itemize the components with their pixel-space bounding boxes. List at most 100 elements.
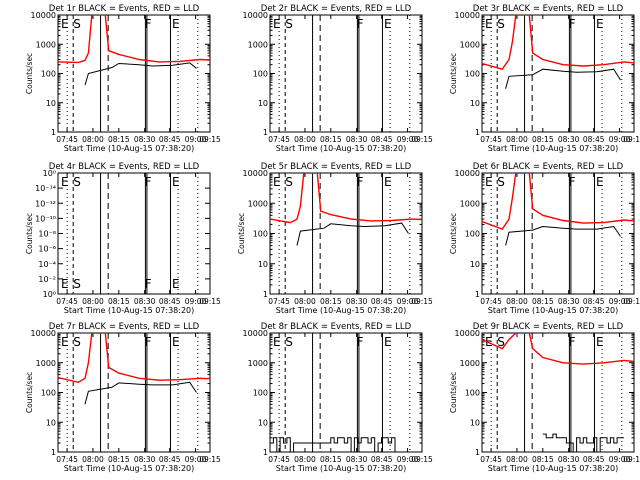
y-tick-label: 10 bbox=[470, 99, 480, 108]
panel-det-2: Det 2r BLACK = Events, RED = LLD 1 10 100 10… bbox=[243, 4, 433, 153]
x-tick-label: 08:15 bbox=[320, 455, 342, 464]
x-tick-label: 08:30 bbox=[134, 455, 156, 464]
panel-det-9: Det 9r BLACK = Events, RED = LLD 1 10 100 10… bbox=[449, 322, 640, 473]
x-axis-label: Start Time (10-Aug-15 07:38:20) bbox=[64, 464, 195, 473]
series-events-line bbox=[84, 62, 197, 86]
x-tick-label: 07:45 bbox=[480, 455, 502, 464]
marker-label: E bbox=[172, 17, 180, 31]
marker-label: S bbox=[285, 335, 293, 349]
series-events-line bbox=[296, 222, 409, 246]
x-tick-label: 08:45 bbox=[583, 455, 605, 464]
x-tick-label: 09:15 bbox=[411, 455, 433, 464]
plot-frame bbox=[57, 172, 211, 295]
marker-label: F bbox=[145, 175, 152, 189]
panel-det-8: Det 8r BLACK = Events, RED = LLD 1 10 100 10… bbox=[243, 322, 433, 473]
marker-label: E bbox=[273, 335, 281, 349]
series-lld-line bbox=[58, 15, 210, 64]
y-tick-label: 10⁻⁸ bbox=[38, 230, 56, 239]
y-tick-label: 1000 bbox=[248, 40, 268, 49]
x-tick-label: 08:00 bbox=[82, 455, 104, 464]
marker-label: S bbox=[285, 175, 293, 189]
x-tick-label: 08:15 bbox=[108, 297, 130, 306]
plot-frame bbox=[57, 332, 211, 453]
x-tick-label: 09:00 bbox=[397, 135, 419, 144]
x-tick-label: 08:15 bbox=[320, 135, 342, 144]
marker-label: E bbox=[61, 17, 69, 31]
y-tick-label: 100 bbox=[465, 70, 480, 79]
y-tick-label: 10⁻¹² bbox=[35, 199, 56, 208]
marker-label-bottom: F bbox=[145, 277, 152, 291]
y-tick-label: 1 bbox=[51, 128, 56, 137]
x-tick-label: 09:15 bbox=[199, 455, 221, 464]
marker-label: F bbox=[145, 335, 152, 349]
x-tick-label: 08:00 bbox=[506, 297, 528, 306]
y-tick-label: 10⁻² bbox=[38, 275, 56, 284]
x-tick-label: 08:00 bbox=[294, 455, 316, 464]
x-tick-label: 08:00 bbox=[82, 297, 104, 306]
y-tick-label: 1 bbox=[263, 128, 268, 137]
x-tick-label: 08:45 bbox=[583, 297, 605, 306]
y-tick-label: 1000 bbox=[460, 199, 480, 208]
panel-title: Det 1r BLACK = Events, RED = LLD bbox=[49, 4, 200, 14]
plot-frame bbox=[269, 14, 423, 133]
marker-label: S bbox=[497, 175, 505, 189]
marker-label: E bbox=[61, 175, 69, 189]
x-tick-label: 09:15 bbox=[411, 297, 433, 306]
x-tick-label: 08:00 bbox=[82, 135, 104, 144]
panel-title: Det 4r BLACK = Events, RED = LLD bbox=[49, 162, 200, 172]
panel-det-3: Det 3r BLACK = Events, RED = LLD 1 10 100 10… bbox=[449, 4, 640, 153]
panel-det-5: Det 5r BLACK = Events, RED = LLD 1 10 100 10… bbox=[237, 162, 433, 315]
plot-frame bbox=[481, 172, 635, 295]
plot-frame bbox=[481, 332, 635, 453]
marker-label: S bbox=[497, 335, 505, 349]
marker-label: F bbox=[145, 17, 152, 31]
panel-det-7: Det 7r BLACK = Events, RED = LLD 1 10 100 10… bbox=[25, 322, 221, 473]
x-tick-label: 08:30 bbox=[346, 135, 368, 144]
x-tick-label: 09:00 bbox=[397, 455, 419, 464]
x-tick-label: 08:15 bbox=[532, 455, 554, 464]
marker-label-bottom: E bbox=[61, 277, 69, 291]
x-axis-label: Start Time (10-Aug-15 07:38:20) bbox=[488, 144, 619, 153]
x-tick-label: 09:00 bbox=[609, 135, 631, 144]
x-tick-label: 08:30 bbox=[134, 135, 156, 144]
y-axis-label: Counts/sec bbox=[237, 213, 246, 254]
x-tick-label: 07:45 bbox=[56, 455, 78, 464]
marker-label: E bbox=[172, 335, 180, 349]
marker-label: E bbox=[273, 175, 281, 189]
marker-label: F bbox=[357, 175, 364, 189]
y-tick-label: 1 bbox=[263, 448, 268, 457]
y-tick-label: 1 bbox=[475, 290, 480, 299]
y-tick-label: 1 bbox=[475, 448, 480, 457]
x-axis-label: Start Time (10-Aug-15 07:38:20) bbox=[488, 464, 619, 473]
y-tick-label: 100 bbox=[253, 230, 268, 239]
panel-title: Det 2r BLACK = Events, RED = LLD bbox=[261, 4, 412, 14]
marker-label: F bbox=[569, 175, 576, 189]
marker-label: S bbox=[73, 17, 81, 31]
x-tick-label: 09:15 bbox=[199, 297, 221, 306]
y-tick-label: 10000 bbox=[243, 329, 268, 338]
x-tick-label: 08:00 bbox=[506, 135, 528, 144]
y-tick-label: 10 bbox=[258, 418, 268, 427]
series-events-line bbox=[270, 437, 396, 452]
x-tick-label: 08:30 bbox=[346, 455, 368, 464]
y-tick-label: 10 bbox=[46, 99, 56, 108]
y-tick-label: 10⁻⁶ bbox=[38, 245, 56, 254]
series-events-line bbox=[542, 433, 624, 452]
marker-label: S bbox=[497, 17, 505, 31]
y-tick-label: 10 bbox=[46, 418, 56, 427]
marker-label: E bbox=[384, 335, 392, 349]
y-tick-label: 10000 bbox=[31, 11, 56, 20]
y-tick-label: 10000 bbox=[31, 329, 56, 338]
x-tick-label: 08:30 bbox=[558, 135, 580, 144]
y-axis-label: Counts/sec bbox=[449, 372, 458, 413]
panel-title: Det 3r BLACK = Events, RED = LLD bbox=[473, 4, 624, 14]
y-tick-label: 10 bbox=[258, 260, 268, 269]
y-tick-label: 1 bbox=[475, 128, 480, 137]
y-tick-label: 10000 bbox=[243, 11, 268, 20]
x-axis-label: Start Time (10-Aug-15 07:38:20) bbox=[64, 306, 195, 315]
x-tick-label: 08:15 bbox=[320, 297, 342, 306]
x-tick-label: 08:15 bbox=[108, 455, 130, 464]
marker-label: E bbox=[596, 175, 604, 189]
x-tick-label: 08:45 bbox=[371, 455, 393, 464]
y-tick-label: 100 bbox=[41, 70, 56, 79]
